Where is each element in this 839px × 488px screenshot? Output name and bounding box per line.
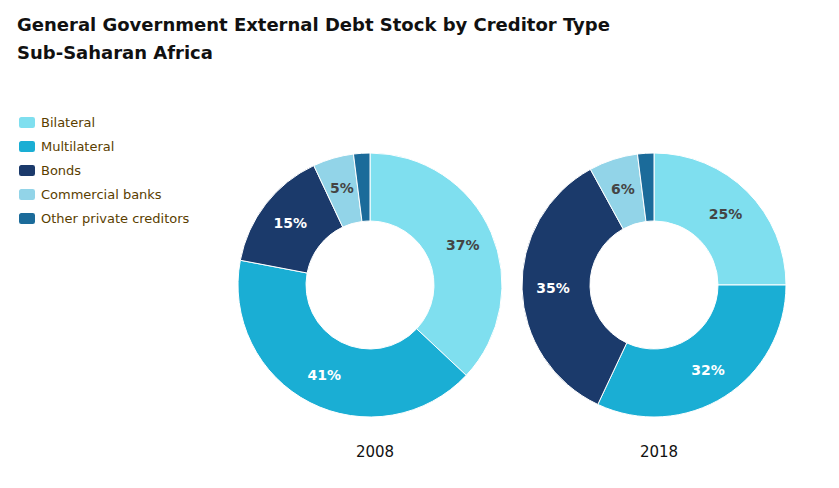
svg-text:General Government External De: General Government External Debt Stock b… <box>17 14 610 35</box>
svg-text:Sub-Saharan Africa: Sub-Saharan Africa <box>17 42 213 63</box>
svg-text:35%: 35% <box>536 280 570 296</box>
svg-text:5%: 5% <box>330 180 354 196</box>
svg-text:Multilateral: Multilateral <box>41 139 114 154</box>
svg-text:Commercial banks: Commercial banks <box>41 187 162 202</box>
svg-text:2008: 2008 <box>356 443 394 461</box>
svg-text:2018: 2018 <box>640 443 678 461</box>
svg-text:32%: 32% <box>691 362 725 378</box>
svg-text:25%: 25% <box>709 206 743 222</box>
svg-text:41%: 41% <box>307 367 341 383</box>
svg-text:15%: 15% <box>273 215 307 231</box>
svg-text:Bilateral: Bilateral <box>41 115 95 130</box>
svg-text:Bonds: Bonds <box>41 163 81 178</box>
svg-text:Other private creditors: Other private creditors <box>41 211 190 226</box>
svg-text:37%: 37% <box>446 237 480 253</box>
svg-text:6%: 6% <box>611 181 635 197</box>
